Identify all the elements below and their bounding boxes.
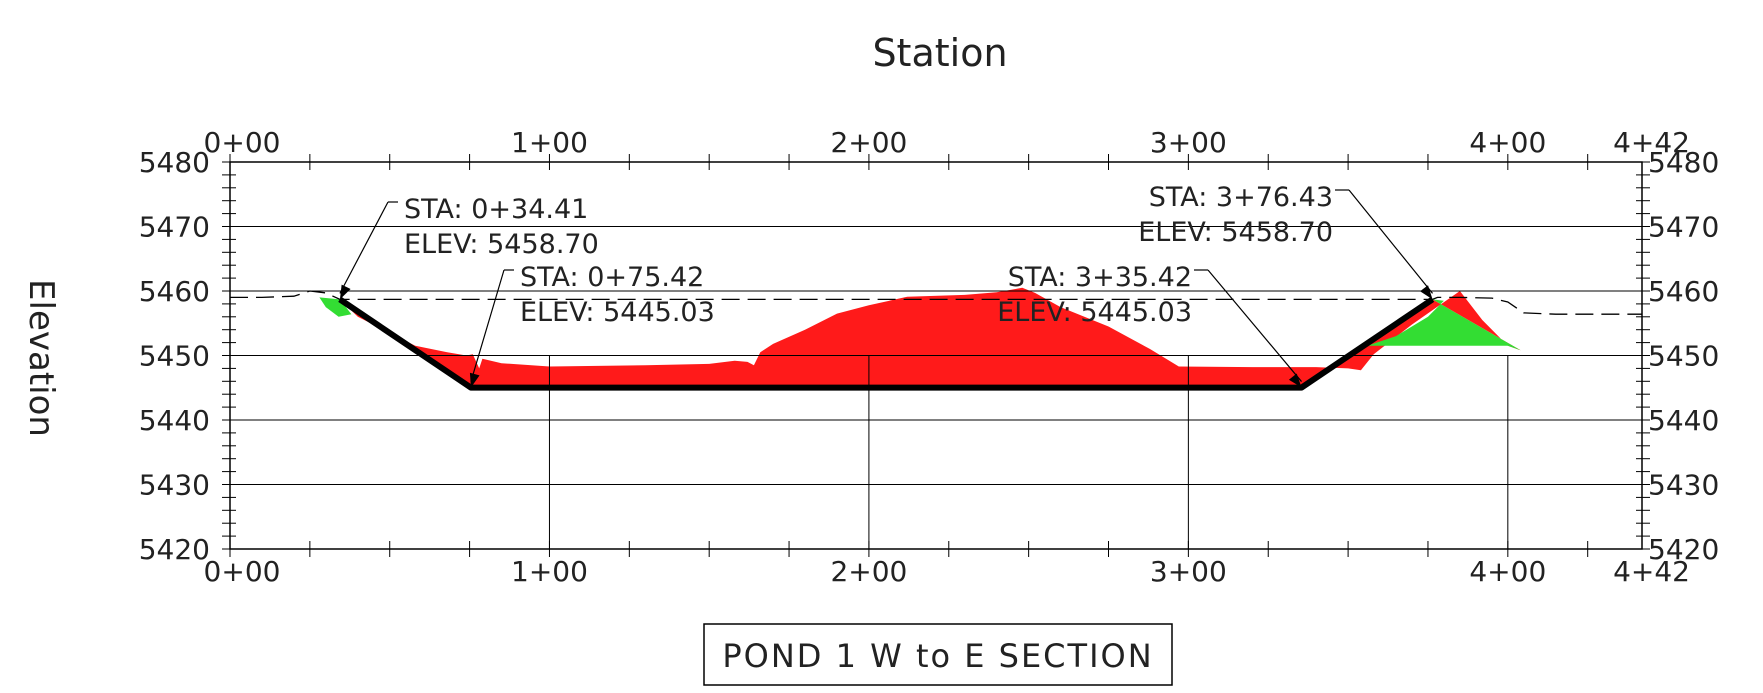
annotation-leader [339, 201, 389, 294]
y-tick-label-left: 5470 [139, 211, 210, 244]
annotation-arrowhead [339, 284, 351, 300]
design-section-line [338, 296, 1435, 391]
annotation-arrowhead [1420, 285, 1433, 300]
x-axis-title: Station [872, 31, 1007, 75]
y-tick-label-right: 5470 [1648, 211, 1719, 244]
x-tick-label-bottom: 4+00 [1469, 555, 1546, 588]
x-tick-label-top: 1+00 [511, 126, 588, 159]
chart-title: POND 1 W to E SECTION [722, 637, 1153, 675]
y-tick-label-left: 5450 [139, 340, 210, 373]
y-tick-label-left: 5480 [139, 146, 210, 179]
y-tick-label-right: 5480 [1648, 146, 1719, 179]
annotation-station: STA: 3+35.42 [1008, 262, 1192, 293]
y-tick-label-left: 5430 [139, 469, 210, 502]
plot-area: 0+00 0+00 1+00 1+00 2+00 2+00 3+00 3+00 4+00 4+00… [139, 126, 1720, 588]
existing-ground-line [230, 290, 1642, 315]
annotation-station: STA: 0+34.41 [404, 194, 588, 225]
y-tick-label-left: 5420 [139, 533, 210, 566]
annotation-station: STA: 3+76.43 [1149, 182, 1333, 213]
x-tick-label-top: 4+42 [1613, 126, 1690, 159]
station-annotation: STA: 0+34.41 ELEV: 5458.70 [339, 194, 599, 300]
fill-region [319, 297, 352, 317]
cut-region [339, 287, 1521, 388]
annotation-leader [1207, 269, 1302, 382]
x-tick-label-bottom: 0+00 [204, 555, 281, 588]
x-tick-label-bottom: 2+00 [830, 555, 907, 588]
y-tick-label-right: 5450 [1648, 340, 1719, 373]
x-tick-label-top: 3+00 [1150, 126, 1227, 159]
annotation-arrowhead [469, 372, 480, 388]
annotation-elevation: ELEV: 5458.70 [1138, 217, 1333, 248]
y-tick-label-right: 5460 [1648, 275, 1719, 308]
annotation-elevation: ELEV: 5445.03 [520, 297, 715, 328]
annotation-leader [470, 269, 505, 382]
x-tick-label-top: 2+00 [830, 126, 907, 159]
station-annotation: STA: 0+75.42 ELEV: 5445.03 [469, 262, 715, 388]
y-tick-label-right: 5430 [1648, 469, 1719, 502]
fill-region [1367, 299, 1521, 351]
annotation-station: STA: 0+75.42 [520, 262, 704, 293]
y-tick-label-left: 5440 [139, 404, 210, 437]
y-tick-label-right: 5420 [1648, 533, 1719, 566]
y-tick-label-left: 5460 [139, 275, 210, 308]
x-tick-label-top: 4+00 [1469, 126, 1546, 159]
station-annotation: STA: 3+35.42 ELEV: 5445.03 [997, 262, 1302, 388]
annotation-elevation: ELEV: 5445.03 [997, 297, 1192, 328]
annotation-leader [1348, 189, 1433, 294]
x-tick-label-bottom: 1+00 [511, 555, 588, 588]
x-tick-label-bottom: 3+00 [1150, 555, 1227, 588]
x-tick-label-bottom: 4+42 [1613, 555, 1690, 588]
x-tick-label-top: 0+00 [204, 126, 281, 159]
y-axis-title: Elevation [21, 279, 61, 437]
title-box [703, 623, 1173, 686]
annotation-elevation: ELEV: 5458.70 [404, 229, 599, 260]
y-tick-label-right: 5440 [1648, 404, 1719, 437]
station-annotation: STA: 3+76.43 ELEV: 5458.70 [1138, 182, 1433, 300]
annotation-arrowhead [1288, 373, 1302, 388]
